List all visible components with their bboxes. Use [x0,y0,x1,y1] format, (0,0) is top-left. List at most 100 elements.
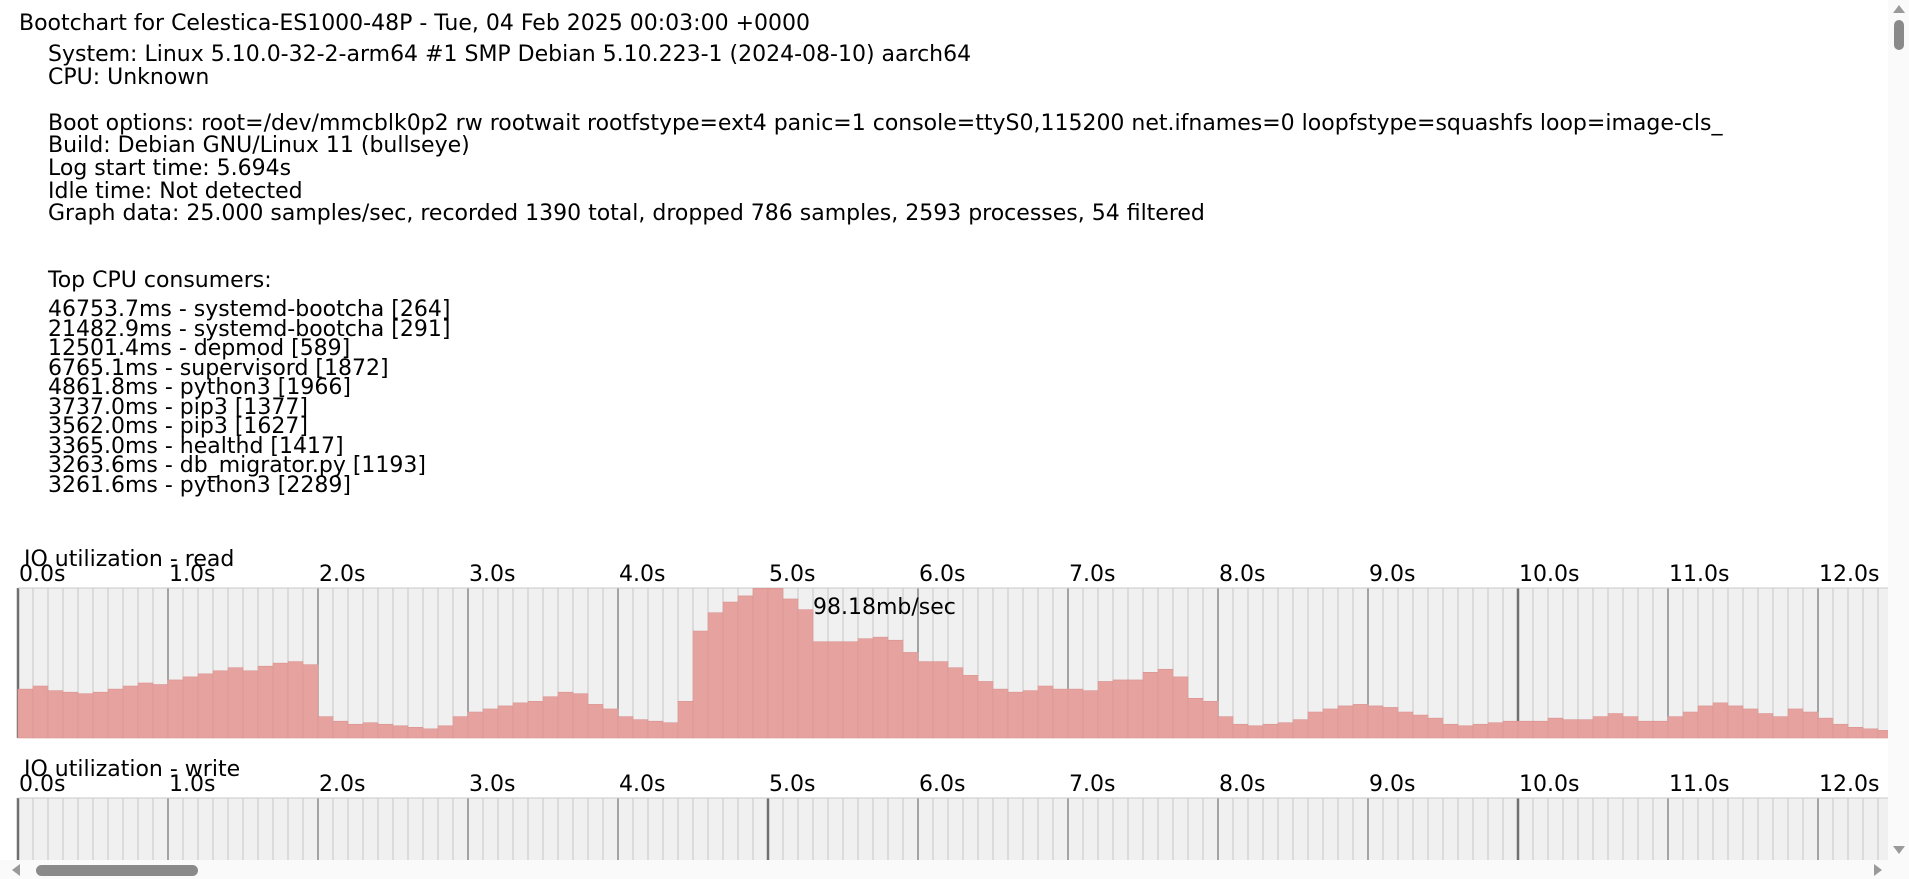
scrollbar-corner [1888,860,1909,879]
horizontal-scroll-thumb[interactable] [36,865,198,876]
io-read-bar [602,708,619,739]
io-read-bar [812,641,829,739]
io-read-bar [1667,716,1684,739]
io-read-bar [992,688,1009,739]
io-read-bar [1142,672,1159,739]
io-read-bar [77,693,94,739]
scroll-left-arrow-icon[interactable] [12,864,20,876]
cpu-consumer-item: 3263.6ms - db_migrator.py [1193] [48,453,426,478]
io-read-bar [1802,711,1819,739]
io-read-bar [1682,711,1699,739]
scroll-down-arrow-icon[interactable] [1893,846,1905,854]
time-tick-label: 4.0s [619,562,665,587]
chart-title: IO utilization - read [24,547,234,572]
io-read-bar [1652,720,1669,739]
io-read-bar [1367,705,1384,739]
time-tick-label: 5.0s [769,562,815,587]
io-read-bar [857,638,874,739]
cpu-info: CPU: Unknown [48,65,210,90]
time-tick-label: 9.0s [1369,562,1415,587]
io-read-bar [737,595,754,739]
io-read-bar [1847,727,1864,739]
io-read-bar [887,639,904,739]
time-tick-label: 8.0s [1219,772,1265,797]
io-read-bar [1337,705,1354,739]
io-read-bar [1112,679,1129,739]
io-read-bar [422,728,439,739]
io-read-bar [617,716,634,739]
io-read-bar [1217,716,1234,739]
io-read-bar [347,723,364,739]
time-tick-label: 9.0s [1369,772,1415,797]
io-read-bar [1067,688,1084,739]
io-read-bar [1592,716,1609,739]
io-read-bar [1697,705,1714,739]
io-read-bar [1817,717,1834,739]
cpu-consumer-item: 3261.6ms - python3 [2289] [48,473,351,498]
cpu-consumer-item: 4861.8ms - python3 [1966] [48,375,351,400]
time-tick-label: 2.0s [319,562,365,587]
chart-title: IO utilization - write [24,757,240,782]
io-read-bar [1052,688,1069,739]
io-read-bar [1412,714,1429,739]
io-read-bar [962,675,979,739]
vertical-scroll-thumb[interactable] [1894,20,1904,50]
time-tick-label: 2.0s [319,772,365,797]
io-read-bar [1832,723,1849,739]
io-read-bar [1532,720,1549,739]
io-read-bar [707,612,724,739]
io-read-bar [1277,722,1294,739]
page-title: Bootchart for Celestica-ES1000-48P - Tue… [19,11,811,36]
vertical-scrollbar[interactable] [1888,0,1909,860]
time-tick-label: 10.0s [1519,562,1579,587]
io-read-bar [332,720,349,739]
time-tick-label: 5.0s [769,772,815,797]
idle-time: Idle time: Not detected [48,179,303,204]
io-read-bar [302,664,319,739]
time-tick-label: 10.0s [1519,772,1579,797]
io-read-bar [842,641,859,739]
io-read-bar [482,708,499,739]
io-read-bar [122,685,139,739]
system-info: System: Linux 5.10.0-32-2-arm64 #1 SMP D… [48,42,972,67]
io-read-bar [167,679,184,739]
io-read-bar [242,670,259,739]
io-read-bar [92,691,109,739]
io-read-bar [467,711,484,739]
io-read-bar [227,667,244,739]
io-read-bar [827,641,844,739]
io-read-bar [752,587,769,739]
io-read-bar [647,720,664,739]
io-read-bar [662,722,679,739]
scroll-up-arrow-icon[interactable] [1893,5,1905,13]
time-tick-label: 0.0s [19,772,65,797]
bootchart-viewport: Bootchart for Celestica-ES1000-48P - Tue… [16,11,1888,860]
time-tick-label: 12.0s [1819,562,1879,587]
io-read-bar [1742,708,1759,739]
io-read-bar [1172,676,1189,739]
io-read-bar [767,587,784,739]
io-read-bar [1352,704,1369,739]
scroll-right-arrow-icon[interactable] [1874,864,1882,876]
cpu-consumer-item: 3365.0ms - healthd [1417] [48,434,344,459]
io-read-bar [212,670,229,739]
io-read-bar [1757,713,1774,739]
io-read-bar [317,716,334,739]
time-tick-label: 6.0s [919,562,965,587]
io-read-bar [782,598,799,739]
cpu-consumer-item: 3737.0ms - pip3 [1377] [48,395,308,420]
io-read-bar [1322,708,1339,739]
io-read-bar [1727,705,1744,739]
cpu-consumer-item: 21482.9ms - systemd-bootcha [291] [48,317,451,342]
io-read-bar [1502,720,1519,739]
time-tick-label: 4.0s [619,772,665,797]
io-read-bar [1442,723,1459,739]
io-read-bar [287,661,304,739]
io-read-bar [362,722,379,739]
horizontal-scrollbar[interactable] [0,860,1888,879]
time-tick-label: 7.0s [1069,562,1115,587]
io-read-bar [947,667,964,739]
io-read-bar [1547,717,1564,739]
time-tick-label: 8.0s [1219,562,1265,587]
io-read-bar [1457,725,1474,739]
